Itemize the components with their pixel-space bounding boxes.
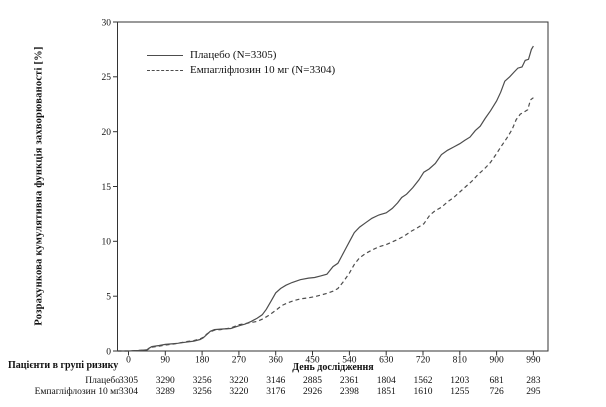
risk-table-header: Пацієнти в групі ризику bbox=[8, 360, 119, 371]
risk-count: 3220 bbox=[229, 387, 249, 397]
legend-row-empagliflozin: Емпагліфлозин 10 мг (N=3304) bbox=[147, 63, 335, 78]
risk-count: 2398 bbox=[339, 387, 359, 397]
risk-count: 1203 bbox=[450, 376, 470, 386]
risk-count: 2885 bbox=[303, 376, 322, 386]
risk-count: 1610 bbox=[413, 387, 433, 397]
legend-dashed-line-sample bbox=[147, 70, 183, 71]
risk-count: 1851 bbox=[376, 387, 396, 397]
risk-count: 2361 bbox=[339, 376, 359, 386]
svg-text:10: 10 bbox=[102, 238, 112, 248]
svg-text:360: 360 bbox=[269, 356, 284, 366]
svg-text:720: 720 bbox=[416, 356, 431, 366]
svg-text:540: 540 bbox=[342, 356, 357, 366]
risk-count: 1562 bbox=[413, 376, 433, 386]
svg-text:180: 180 bbox=[195, 356, 210, 366]
svg-text:630: 630 bbox=[379, 356, 394, 366]
svg-text:90: 90 bbox=[161, 356, 171, 366]
svg-text:990: 990 bbox=[526, 356, 541, 366]
svg-text:25: 25 bbox=[102, 73, 112, 83]
risk-count: 1804 bbox=[376, 376, 396, 386]
risk-count: 3290 bbox=[155, 376, 175, 386]
svg-text:20: 20 bbox=[102, 128, 112, 138]
risk-count: 3256 bbox=[192, 387, 212, 397]
svg-text:450: 450 bbox=[305, 356, 320, 366]
svg-text:0: 0 bbox=[106, 347, 111, 357]
svg-text:5: 5 bbox=[106, 293, 111, 303]
risk-count: 3220 bbox=[229, 376, 249, 386]
risk-row-label-empagliflozin: Емпагліфлозин 10 мг bbox=[34, 387, 120, 397]
svg-text:270: 270 bbox=[232, 356, 247, 366]
risk-count: 681 bbox=[489, 376, 504, 386]
risk-count: 726 bbox=[489, 387, 504, 397]
risk-count: 295 bbox=[526, 387, 541, 397]
risk-count: 3304 bbox=[119, 387, 138, 397]
risk-count: 283 bbox=[526, 376, 541, 386]
legend-label-empagliflozin: Емпагліфлозин 10 мг (N=3304) bbox=[190, 64, 336, 76]
legend-label-placebo: Плацебо (N=3305) bbox=[190, 49, 277, 61]
risk-count: 3305 bbox=[119, 376, 138, 386]
legend: Плацебо (N=3305) Емпагліфлозин 10 мг (N=… bbox=[147, 48, 335, 78]
risk-count: 3289 bbox=[155, 387, 175, 397]
svg-text:810: 810 bbox=[453, 356, 468, 366]
risk-count: 3256 bbox=[192, 376, 212, 386]
risk-row-label-placebo: Плацебо bbox=[85, 376, 120, 386]
risk-count: 3146 bbox=[266, 376, 286, 386]
svg-text:900: 900 bbox=[489, 356, 504, 366]
legend-solid-line-sample bbox=[147, 55, 183, 56]
risk-count: 3176 bbox=[266, 387, 286, 397]
svg-text:15: 15 bbox=[102, 183, 112, 193]
svg-text:0: 0 bbox=[126, 356, 131, 366]
svg-text:30: 30 bbox=[102, 18, 112, 28]
risk-count: 1255 bbox=[450, 387, 470, 397]
risk-count: 2926 bbox=[303, 387, 322, 397]
legend-row-placebo: Плацебо (N=3305) bbox=[147, 48, 335, 63]
y-axis-title: Розрахункова кумулятивна функція захворю… bbox=[33, 46, 45, 326]
x-axis-title: День дослідження bbox=[292, 362, 374, 373]
